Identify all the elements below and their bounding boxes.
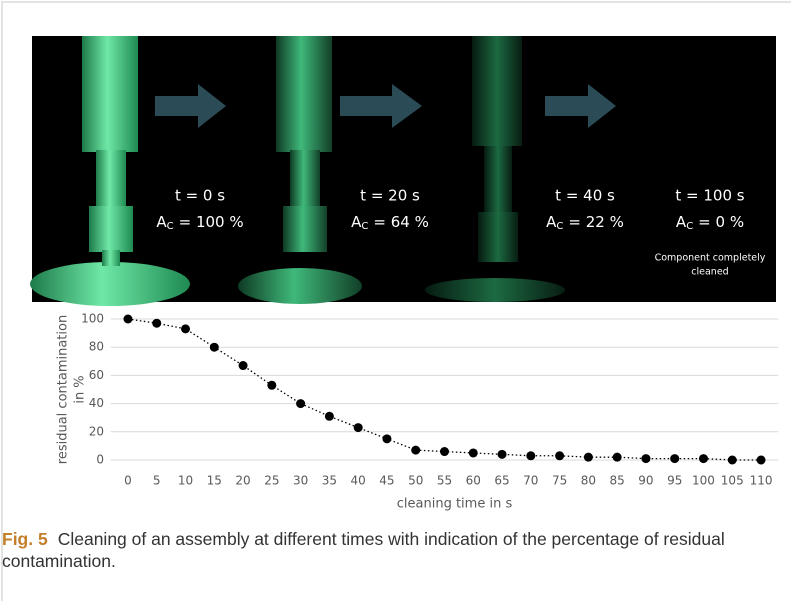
y-axis-label: residual contamination bbox=[56, 315, 71, 464]
x-tick-label: 75 bbox=[552, 474, 567, 488]
data-point bbox=[239, 361, 248, 370]
x-tick-label: 30 bbox=[293, 474, 308, 488]
data-point bbox=[440, 447, 449, 456]
data-point bbox=[526, 451, 535, 460]
area-value: = 100 % bbox=[179, 213, 244, 231]
note: cleaned bbox=[691, 267, 728, 278]
data-point bbox=[670, 454, 679, 463]
x-tick-label: 100 bbox=[692, 474, 715, 488]
x-axis-label: cleaning time in s bbox=[397, 497, 513, 512]
area-label: AC= 0 % bbox=[676, 213, 744, 233]
data-point bbox=[757, 456, 766, 465]
x-tick-label: 65 bbox=[494, 474, 509, 488]
x-tick-label: 60 bbox=[466, 474, 481, 488]
data-point bbox=[613, 453, 622, 462]
x-tick-label: 70 bbox=[523, 474, 538, 488]
x-tick-label: 85 bbox=[610, 474, 625, 488]
x-tick-label: 45 bbox=[379, 474, 394, 488]
data-point bbox=[181, 324, 190, 333]
trend-line bbox=[128, 319, 761, 460]
time-label: t = 100 s bbox=[675, 187, 744, 205]
y-tick-label: 0 bbox=[96, 453, 104, 467]
x-tick-label: 40 bbox=[351, 474, 366, 488]
area-subscript: C bbox=[686, 221, 693, 232]
area-subscript: C bbox=[361, 221, 368, 232]
caption-text: Cleaning of an assembly at different tim… bbox=[2, 529, 725, 571]
area-value: = 22 % bbox=[568, 213, 623, 231]
data-point bbox=[411, 446, 420, 455]
data-point bbox=[641, 454, 650, 463]
x-tick-label: 55 bbox=[437, 474, 452, 488]
x-tick-label: 35 bbox=[322, 474, 337, 488]
y-tick-label: 60 bbox=[89, 368, 104, 382]
x-tick-label: 50 bbox=[408, 474, 423, 488]
time-label: t = 40 s bbox=[555, 187, 615, 205]
x-tick-label: 20 bbox=[235, 474, 250, 488]
area-value: = 0 % bbox=[698, 213, 744, 231]
x-tick-label: 110 bbox=[750, 474, 773, 488]
data-point bbox=[123, 315, 132, 324]
x-tick-label: 0 bbox=[124, 474, 132, 488]
caption-label: Fig. 5 bbox=[2, 529, 48, 549]
note: Component completely bbox=[655, 253, 766, 264]
data-point bbox=[296, 399, 305, 408]
data-point bbox=[382, 434, 391, 443]
area-subscript: C bbox=[167, 221, 174, 232]
figure-page: t = 0 sAC= 100 %t = 20 sAC= 64 %t = 40 s… bbox=[0, 0, 794, 604]
data-point bbox=[152, 319, 161, 328]
x-tick-label: 90 bbox=[638, 474, 653, 488]
x-tick-label: 5 bbox=[153, 474, 161, 488]
data-point bbox=[210, 343, 219, 352]
x-tick-label: 25 bbox=[264, 474, 279, 488]
figure: t = 0 sAC= 100 %t = 20 sAC= 64 %t = 40 s… bbox=[0, 0, 794, 520]
time-label: t = 20 s bbox=[360, 187, 420, 205]
area-value: = 64 % bbox=[373, 213, 428, 231]
x-tick-label: 105 bbox=[721, 474, 744, 488]
data-point bbox=[325, 412, 334, 421]
y-tick-label: 100 bbox=[81, 312, 104, 326]
data-point bbox=[584, 453, 593, 462]
y-tick-label: 20 bbox=[89, 424, 104, 438]
x-tick-label: 15 bbox=[207, 474, 222, 488]
time-label: t = 0 s bbox=[175, 187, 225, 205]
data-point bbox=[555, 451, 564, 460]
data-point bbox=[728, 456, 737, 465]
data-point bbox=[354, 423, 363, 432]
data-point bbox=[699, 454, 708, 463]
data-point bbox=[267, 381, 276, 390]
y-tick-label: 40 bbox=[89, 396, 104, 410]
x-tick-label: 80 bbox=[581, 474, 596, 488]
y-tick-label: 80 bbox=[89, 340, 104, 354]
area-subscript: C bbox=[556, 221, 563, 232]
x-tick-label: 95 bbox=[667, 474, 682, 488]
data-point bbox=[498, 450, 507, 459]
data-point bbox=[469, 448, 478, 457]
y-axis-label: in % bbox=[73, 375, 88, 403]
x-tick-label: 10 bbox=[178, 474, 193, 488]
